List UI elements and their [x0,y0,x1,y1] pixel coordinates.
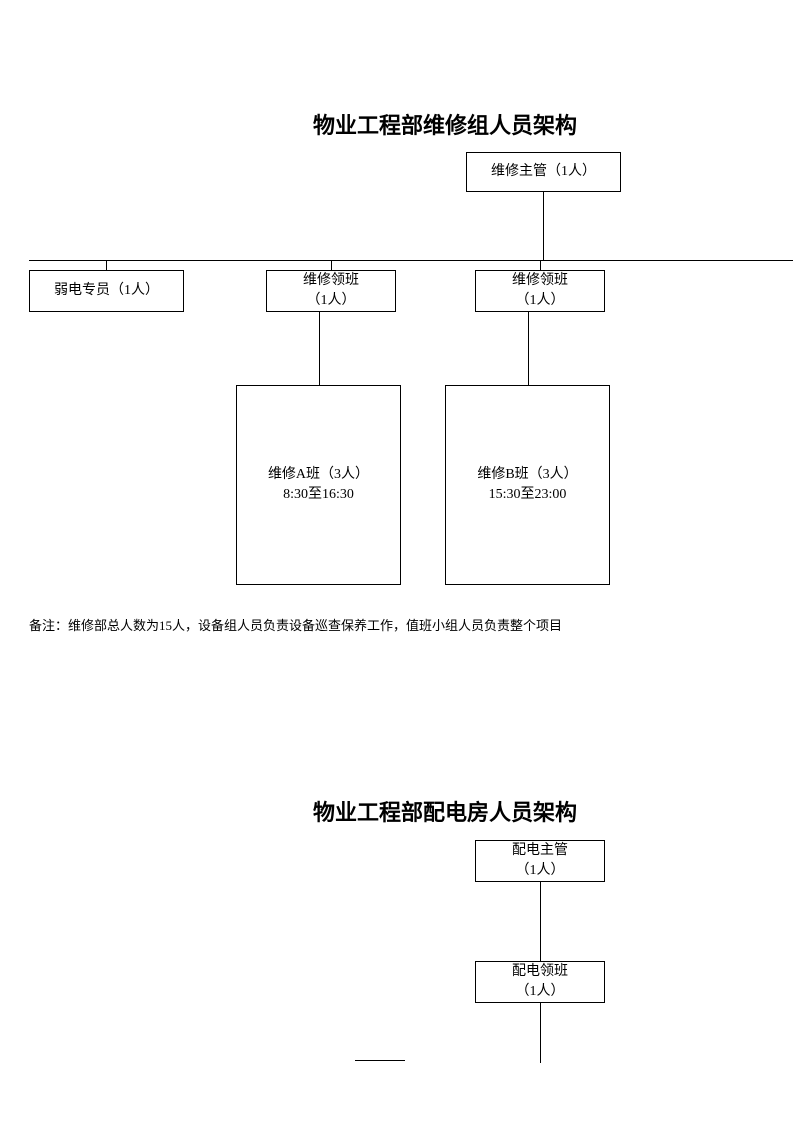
foreman1-box: 维修领班 （1人） [266,270,396,312]
connector-line [540,882,541,961]
chart1-title: 物业工程部维修组人员架构 [313,108,577,140]
connector-line [106,260,107,270]
foreman2-line2: （1人） [516,291,565,311]
chart2-foreman-line1: 配电领班 [512,962,568,982]
chart2-supervisor-line2: （1人） [516,861,565,881]
connector-line [528,312,529,385]
foreman1-line2: （1人） [307,291,356,311]
supervisor-label: 维修主管（1人） [491,162,596,182]
teamB-line2: 15:30至23:00 [489,485,567,505]
chart2-foreman-line2: （1人） [516,982,565,1002]
connector-line [355,1060,405,1061]
specialist-label: 弱电专员（1人） [54,281,159,301]
teamA-line2: 8:30至16:30 [283,485,354,505]
connector-line [540,1003,541,1063]
chart2-supervisor-box: 配电主管 （1人） [475,840,605,882]
chart2-supervisor-line1: 配电主管 [512,841,568,861]
foreman1-line1: 维修领班 [303,271,359,291]
connector-line [319,312,320,385]
chart2-foreman-box: 配电领班 （1人） [475,961,605,1003]
connector-line [543,192,544,260]
specialist-box: 弱电专员（1人） [29,270,184,312]
foreman2-box: 维修领班 （1人） [475,270,605,312]
teamB-line1: 维修B班（3人） [477,465,577,485]
foreman2-line1: 维修领班 [512,271,568,291]
teamB-box: 维修B班（3人） 15:30至23:00 [445,385,610,585]
chart2-title: 物业工程部配电房人员架构 [313,795,577,827]
supervisor-box: 维修主管（1人） [466,152,621,192]
connector-line [540,260,541,270]
connector-line [29,260,793,261]
teamA-line1: 维修A班（3人） [268,465,369,485]
teamA-box: 维修A班（3人） 8:30至16:30 [236,385,401,585]
connector-line [331,260,332,270]
chart1-note: 备注：维修部总人数为15人，设备组人员负责设备巡查保养工作，值班小组人员负责整个… [29,615,562,634]
